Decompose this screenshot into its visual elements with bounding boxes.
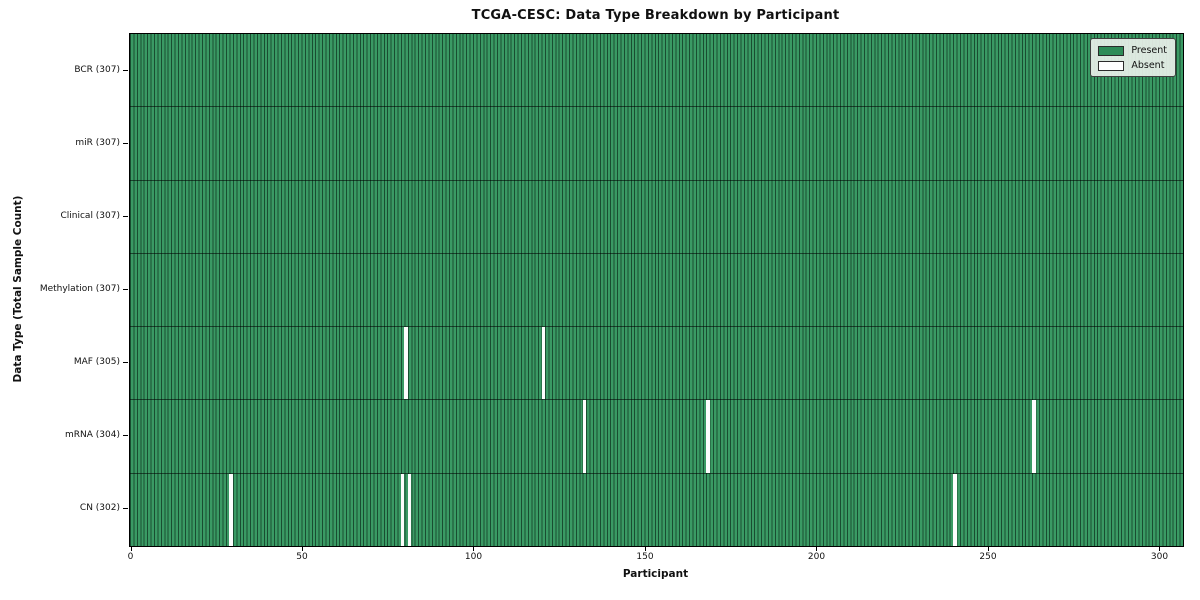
ytick-mark [123,215,128,217]
ytick-label-Clinical: Clinical (307) [60,210,120,221]
xtick-label-250: 250 [979,552,997,562]
legend-item-present: Present [1098,45,1167,56]
y-axis-label: Data Type (Total Sample Count) [12,195,24,383]
xtick-mark [1159,546,1161,551]
heatmap-rows [130,34,1183,546]
heatmap-row-Clinical [130,180,1183,254]
xtick-mark [130,546,132,551]
legend: Present Absent [1090,38,1176,77]
heatmap-row-CN [130,473,1183,546]
ytick-mark [123,289,128,290]
absent-cell-CN-29 [229,473,233,546]
ytick-label-CN: CN (302) [79,503,120,514]
heatmap-row-Methylation [130,253,1183,328]
ytick-mark [123,69,128,71]
ytick-label-miR: miR (307) [75,137,120,148]
xtick-label-200: 200 [807,552,826,562]
ytick-mark [123,508,128,510]
legend-present-swatch [1098,45,1125,56]
ytick-label-mRNA: mRNA (304) [65,430,120,441]
absent-cell-CN-79 [400,473,405,546]
absent-cell-CN-240 [953,473,957,546]
xtick-label-50: 50 [296,552,308,562]
ytick-mark [123,362,128,364]
chart-title: TCGA-CESC: Data Type Breakdown by Partic… [471,8,840,23]
absent-cell-MAF-80 [404,327,408,400]
ytick-label-Methylation: Methylation (307) [39,284,120,294]
ytick-mark [123,142,128,144]
xtick-label-0: 0 [127,552,134,562]
heatmap-row-mRNA [130,400,1183,474]
absent-cell-MAF-120 [541,327,546,400]
heatmap-row-MAF [130,327,1183,401]
xtick-mark [473,546,475,551]
heatmap-row-miR [130,107,1183,181]
xtick-label-150: 150 [636,552,654,562]
x-axis-label: Participant [622,568,689,580]
xtick-label-300: 300 [1150,552,1169,562]
xtick-mark [644,546,646,551]
legend-present-label: Present [1131,45,1167,56]
legend-absent-label: Absent [1131,60,1165,71]
ytick-mark [123,435,128,437]
ytick-label-BCR: BCR (307) [74,64,120,75]
legend-item-absent: Absent [1098,60,1167,71]
xtick-mark [816,546,818,551]
xtick-label-100: 100 [464,552,483,562]
xtick-mark [987,546,989,551]
heatmap-row-BCR [130,34,1183,108]
xtick-mark [301,546,303,551]
legend-absent-swatch [1098,60,1125,71]
absent-cell-CN-81 [407,473,412,546]
ytick-label-MAF: MAF (305) [73,357,120,368]
absent-cell-mRNA-263 [1032,400,1036,473]
plot-area: Present Absent [129,33,1184,547]
absent-cell-mRNA-132 [582,400,587,473]
absent-cell-mRNA-168 [706,400,710,473]
